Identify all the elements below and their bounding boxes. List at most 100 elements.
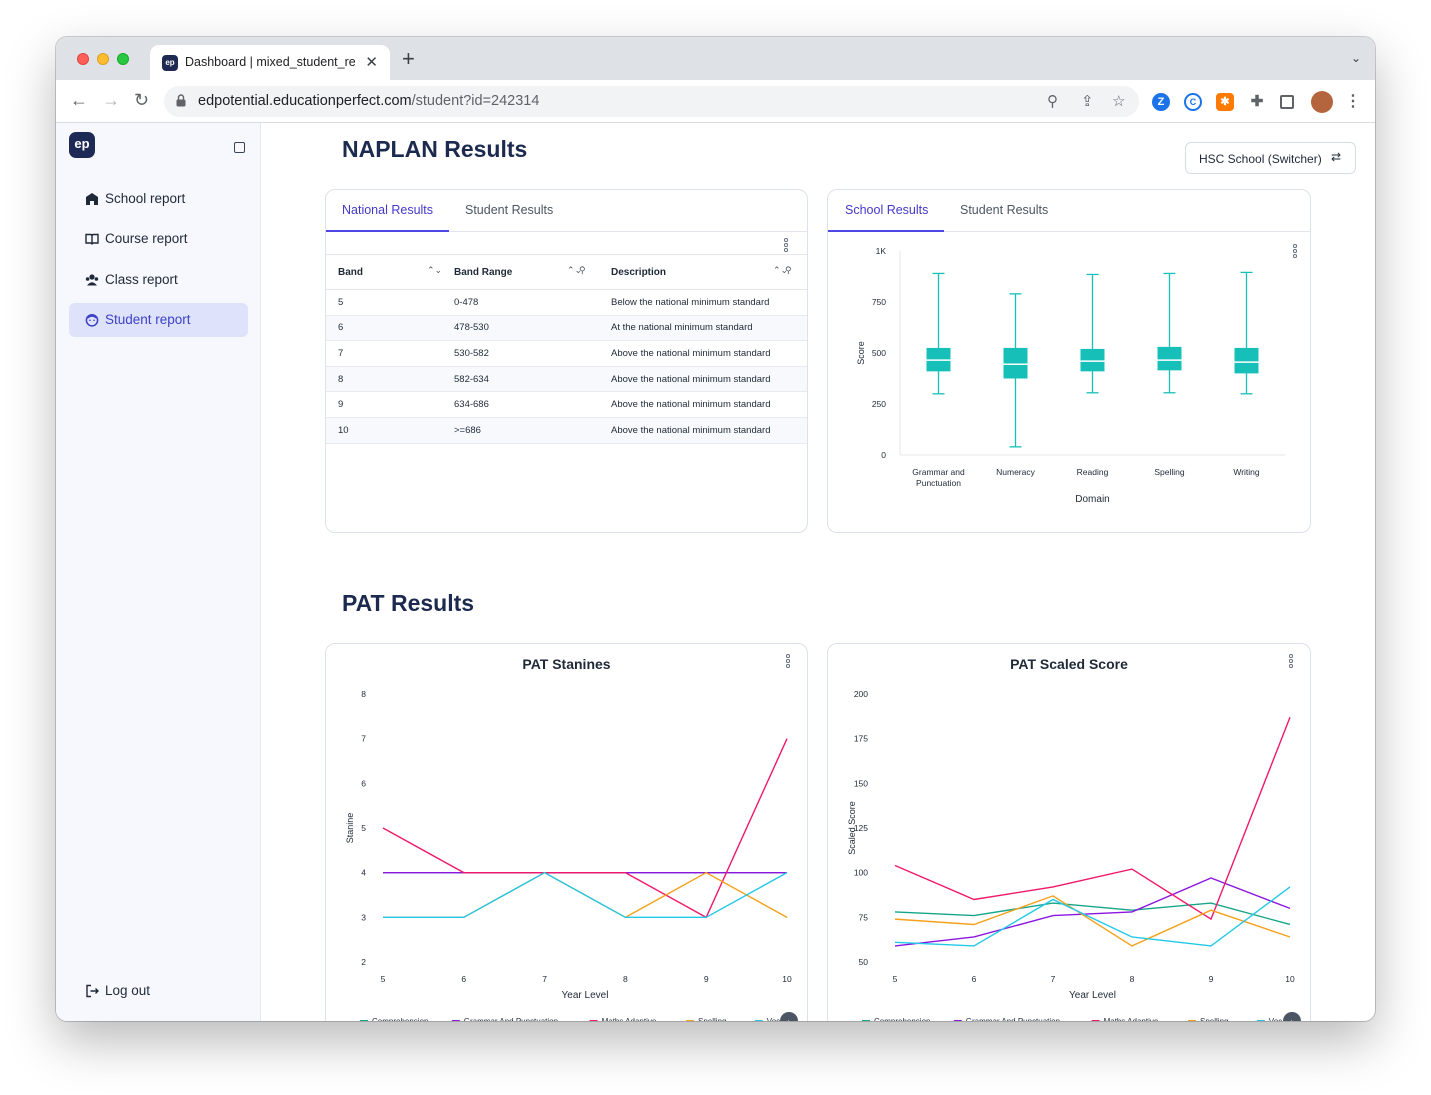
- cell-range: >=686: [454, 417, 611, 444]
- cell-range: 0-478: [454, 289, 611, 316]
- search-icon[interactable]: ⚲: [579, 265, 586, 275]
- x-tick-label: Writing: [1233, 467, 1260, 477]
- maximize-window-button[interactable]: [117, 53, 129, 65]
- tab-school-results[interactable]: School Results: [845, 203, 929, 217]
- y-tick-label: 125: [854, 823, 868, 833]
- x-tick-label: Punctuation: [916, 478, 961, 488]
- sidebar-item-school-report[interactable]: School report: [69, 182, 248, 216]
- x-tick-label: 10: [1285, 974, 1295, 984]
- series-line-voc: [894, 886, 1291, 947]
- column-header-band[interactable]: Band ⌃⌄: [326, 254, 454, 290]
- x-tick-label: 10: [782, 974, 792, 984]
- pat-scaled-chart: 50 75 100 125 150 175 200 5 6 7 8 9 10 Year Level Scal…: [847, 689, 1301, 1022]
- sort-icon[interactable]: ⌃⌄: [773, 265, 789, 275]
- cell-range: 530-582: [454, 340, 611, 367]
- tab-student-results[interactable]: Student Results: [960, 203, 1049, 217]
- column-header-description[interactable]: Description ⌃⌄ ⚲: [611, 254, 807, 290]
- collapse-sidebar-icon[interactable]: [234, 142, 245, 153]
- sort-icon[interactable]: ⌃⌄: [427, 265, 443, 275]
- back-icon[interactable]: ←: [70, 90, 88, 110]
- bookmark-star-icon[interactable]: ☆: [1112, 93, 1126, 110]
- table-row[interactable]: 9 634-686 Above the national minimum stand…: [326, 391, 807, 418]
- tab-search-chevron-icon[interactable]: ⌄: [1350, 51, 1361, 65]
- table-options-icon[interactable]: [784, 238, 788, 253]
- address-bar[interactable]: edpotential.educationperfect.com/student…: [164, 86, 1139, 117]
- x-tick-label: 8: [1130, 974, 1135, 984]
- table-row[interactable]: 10 >=686 Above the national minimum standa…: [326, 417, 807, 444]
- chart-options-icon[interactable]: [1289, 654, 1293, 669]
- logout-label: Log out: [105, 983, 151, 998]
- y-tick-label: 8: [361, 689, 366, 699]
- logout-button[interactable]: Log out: [69, 974, 248, 1008]
- chart-options-icon[interactable]: [1293, 244, 1297, 259]
- y-tick-label: 500: [872, 348, 886, 358]
- cell-description: At the national minimum standard: [611, 315, 807, 342]
- minimize-window-button[interactable]: [97, 53, 109, 65]
- x-tick-label: Reading: [1077, 467, 1109, 477]
- side-panel-icon[interactable]: [1280, 95, 1294, 109]
- y-axis-title: Scaled Score: [847, 801, 857, 855]
- x-tick-label: 7: [1051, 974, 1056, 984]
- chart-options-icon[interactable]: [786, 654, 790, 669]
- school-switcher-button[interactable]: HSC School (Switcher) ⇄: [1185, 142, 1356, 174]
- pat-scaled-card: PAT Scaled Score 50 75 100 125 150 175 200 5 6 7 8…: [827, 643, 1311, 1021]
- lock-icon: [176, 94, 186, 107]
- forward-icon[interactable]: →: [102, 90, 120, 110]
- close-tab-icon[interactable]: ✕: [365, 54, 378, 71]
- cell-band: 6: [326, 315, 454, 342]
- cell-description: Below the national minimum standard: [611, 289, 807, 316]
- box-iqr: [1234, 347, 1259, 374]
- cell-band: 9: [326, 391, 454, 418]
- legend-item: Grammar And Punctuation: [464, 1017, 558, 1021]
- profile-avatar[interactable]: [1311, 91, 1333, 113]
- series-line-grammar-and-punctuation: [894, 877, 1291, 947]
- x-tick-label: 5: [381, 974, 386, 984]
- chart-title: PAT Stanines: [522, 656, 611, 672]
- zoom-icon[interactable]: ⚲: [1047, 93, 1058, 110]
- y-axis-title: Stanine: [345, 813, 355, 844]
- sidebar-item-class-report[interactable]: Class report: [69, 263, 248, 297]
- column-header-band-range[interactable]: Band Range ⌃⌄ ⚲: [454, 254, 611, 290]
- sidebar-item-label: Student report: [105, 312, 191, 327]
- legend-item: Maths Adaptive: [602, 1017, 657, 1021]
- sidebar: ep School report Course report Class rep…: [56, 123, 261, 1021]
- tab-strip: ep Dashboard | mixed_student_re ✕ + ⌄: [56, 37, 1375, 80]
- sidebar-item-course-report[interactable]: Course report: [69, 222, 248, 256]
- table-row[interactable]: 6 478-530 At the national minimum standard: [326, 315, 807, 342]
- reload-icon[interactable]: ↻: [134, 90, 150, 110]
- share-icon[interactable]: ⇪: [1081, 93, 1094, 110]
- new-tab-icon[interactable]: +: [402, 46, 415, 71]
- browser-menu-icon[interactable]: ⋮: [1345, 93, 1361, 110]
- extension-password-icon[interactable]: C: [1184, 93, 1202, 111]
- pat-title: PAT Results: [342, 590, 475, 616]
- chevron-right-icon: ›: [788, 1017, 791, 1022]
- y-tick-label: 100: [854, 868, 868, 878]
- extension-z-icon[interactable]: Z: [1152, 93, 1170, 111]
- table-row[interactable]: 7 530-582 Above the national minimum stand…: [326, 340, 807, 367]
- x-tick-label: 6: [461, 974, 466, 984]
- search-icon[interactable]: ⚲: [785, 265, 792, 275]
- y-tick-label: 750: [872, 297, 886, 307]
- tab-student-results[interactable]: Student Results: [465, 203, 554, 217]
- y-tick-label: 150: [854, 778, 868, 788]
- close-window-button[interactable]: [77, 53, 89, 65]
- tab-national-results[interactable]: National Results: [342, 203, 434, 217]
- sort-icon[interactable]: ⌃⌄: [567, 265, 583, 275]
- y-tick-label: 4: [361, 868, 366, 878]
- sidebar-item-student-report[interactable]: Student report: [69, 303, 248, 337]
- chart-title: PAT Scaled Score: [1010, 656, 1128, 672]
- users-icon: [85, 274, 99, 286]
- chevron-right-icon: ›: [1291, 1017, 1294, 1022]
- table-row[interactable]: 8 582-634 Above the national minimum stand…: [326, 366, 807, 393]
- extensions-puzzle-icon[interactable]: ✚: [1250, 93, 1264, 110]
- legend-next-button[interactable]: [1283, 1012, 1301, 1021]
- browser-tab[interactable]: ep Dashboard | mixed_student_re ✕: [150, 45, 390, 80]
- x-tick-label: 9: [1209, 974, 1214, 984]
- table-row[interactable]: 5 0-478 Below the national minimum standar…: [326, 289, 807, 316]
- legend-next-button[interactable]: [780, 1012, 798, 1021]
- ep-logo[interactable]: ep: [69, 132, 95, 158]
- url-text: edpotential.educationperfect.com/student…: [198, 93, 540, 109]
- extension-hubspot-icon[interactable]: ✱: [1216, 93, 1234, 111]
- legend-item: Spelling: [698, 1017, 726, 1021]
- legend-item: Spelling: [1200, 1017, 1228, 1021]
